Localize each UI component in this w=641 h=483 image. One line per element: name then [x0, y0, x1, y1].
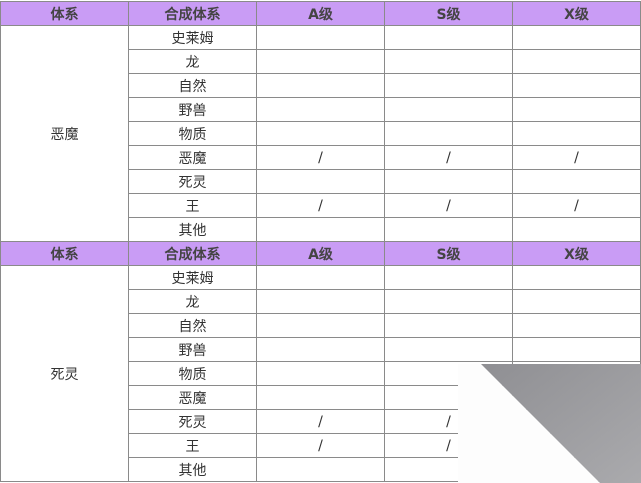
table-row: 王 / / / — [1, 193, 641, 218]
grade-cell: / — [256, 145, 385, 170]
grade-cell — [256, 49, 385, 74]
grade-cell — [512, 49, 641, 74]
grade-cell — [384, 361, 513, 386]
table-row: 恶魔 史莱姆 — [0, 25, 641, 242]
grade-cell — [256, 337, 385, 362]
grade-cell — [384, 265, 513, 290]
grade-cell — [384, 49, 513, 74]
synthesis-system-cell: 死灵 — [128, 409, 257, 434]
table-row: 龙 — [1, 289, 641, 314]
synthesis-system-cell: 恶魔 — [128, 145, 257, 170]
synthesis-system-cell: 死灵 — [128, 169, 257, 194]
grade-cell — [512, 217, 641, 242]
grade-cell: / — [512, 193, 641, 218]
grade-cell — [256, 313, 385, 338]
grade-cell — [384, 457, 513, 482]
column-header: X级 — [512, 1, 641, 26]
grade-cell — [512, 457, 641, 482]
synthesis-system-cell: 王 — [128, 193, 257, 218]
header-row: 体系 合成体系 A级 S级 X级 — [0, 1, 641, 26]
table-row: 死灵 史莱姆 — [0, 265, 641, 482]
grade-cell: / — [384, 193, 513, 218]
synthesis-system-cell: 其他 — [128, 457, 257, 482]
grade-cell — [512, 361, 641, 386]
synthesis-system-cell: 其他 — [128, 217, 257, 242]
column-header: A级 — [256, 241, 385, 266]
grade-cell — [384, 313, 513, 338]
grade-cell — [384, 121, 513, 146]
grade-cell — [256, 265, 385, 290]
synthesis-system-cell: 自然 — [128, 73, 257, 98]
table-row: 物质 — [1, 121, 641, 146]
grade-cell — [256, 361, 385, 386]
grade-cell — [512, 337, 641, 362]
column-header: 合成体系 — [128, 1, 257, 26]
grade-cell: / — [384, 433, 513, 458]
grade-cell — [256, 385, 385, 410]
grade-cell — [384, 169, 513, 194]
synthesis-system-cell: 恶魔 — [128, 385, 257, 410]
grade-cell — [256, 217, 385, 242]
grade-cell — [384, 337, 513, 362]
grade-cell — [512, 25, 641, 50]
grade-cell — [512, 121, 641, 146]
synthesis-system-cell: 王 — [128, 433, 257, 458]
grade-cell — [256, 97, 385, 122]
synthesis-system-cell: 史莱姆 — [128, 25, 257, 50]
synthesis-system-cell: 野兽 — [128, 97, 257, 122]
table-row: 自然 — [1, 73, 641, 98]
synthesis-system-cell: 物质 — [128, 361, 257, 386]
table-row: 死灵 — [1, 169, 641, 194]
grade-cell — [512, 73, 641, 98]
grade-cell — [512, 289, 641, 314]
column-header: X级 — [512, 241, 641, 266]
grade-cell: / — [384, 409, 513, 434]
table-row: 野兽 — [1, 337, 641, 362]
header-row: 体系 合成体系 A级 S级 X级 — [0, 241, 641, 266]
grade-cell — [512, 313, 641, 338]
grade-cell — [256, 289, 385, 314]
grade-cell — [384, 25, 513, 50]
synthesis-system-cell: 野兽 — [128, 337, 257, 362]
grade-cell — [512, 265, 641, 290]
grade-cell — [512, 97, 641, 122]
grade-cell — [384, 289, 513, 314]
grade-cell: / — [256, 409, 385, 434]
grade-cell: / — [256, 433, 385, 458]
column-header: 合成体系 — [128, 241, 257, 266]
grade-cell — [512, 433, 641, 458]
synthesis-system-cell: 史莱姆 — [128, 265, 257, 290]
grade-cell — [512, 169, 641, 194]
column-header: A级 — [256, 1, 385, 26]
table-row: 自然 — [1, 313, 641, 338]
grade-cell — [384, 73, 513, 98]
system-cell: 恶魔 — [0, 25, 129, 242]
grade-cell — [256, 169, 385, 194]
column-header: S级 — [384, 241, 513, 266]
grade-cell: / — [256, 193, 385, 218]
synthesis-system-cell: 自然 — [128, 313, 257, 338]
column-header: S级 — [384, 1, 513, 26]
grade-cell — [256, 121, 385, 146]
grade-cell — [256, 73, 385, 98]
column-header: 体系 — [0, 241, 129, 266]
grade-cell — [512, 409, 641, 434]
grade-cell — [512, 385, 641, 410]
grade-cell — [256, 25, 385, 50]
table-row: 其他 — [1, 217, 641, 242]
synthesis-system-cell: 龙 — [128, 289, 257, 314]
grade-cell — [256, 457, 385, 482]
grade-cell — [384, 217, 513, 242]
system-cell: 死灵 — [0, 265, 129, 482]
synthesis-system-cell: 龙 — [128, 49, 257, 74]
grade-cell: / — [384, 145, 513, 170]
synthesis-system-cell: 物质 — [128, 121, 257, 146]
grade-cell: / — [512, 145, 641, 170]
column-header: 体系 — [0, 1, 129, 26]
grade-cell — [384, 385, 513, 410]
grade-cell — [384, 97, 513, 122]
